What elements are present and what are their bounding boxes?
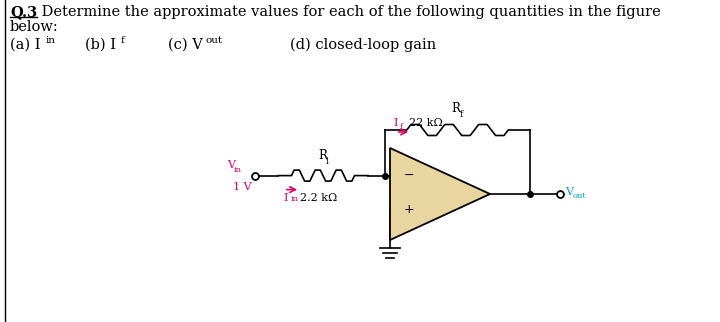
Text: in: in: [234, 166, 242, 174]
Text: f: f: [121, 36, 125, 45]
Text: I: I: [283, 193, 287, 203]
Text: f: f: [400, 123, 403, 131]
Polygon shape: [390, 148, 490, 240]
Text: R: R: [318, 148, 327, 162]
Text: out: out: [573, 192, 587, 200]
Text: +: +: [404, 203, 415, 216]
Text: 2.2 kΩ: 2.2 kΩ: [300, 193, 337, 203]
Text: (c) V: (c) V: [168, 38, 203, 52]
Text: out: out: [206, 36, 223, 45]
Text: (b) I: (b) I: [85, 38, 116, 52]
Text: below:: below:: [10, 20, 59, 34]
Text: Q.3: Q.3: [10, 5, 37, 19]
Text: R: R: [451, 102, 460, 115]
Text: in: in: [46, 36, 56, 45]
Text: I: I: [393, 118, 397, 128]
Text: −: −: [404, 169, 415, 182]
Text: f: f: [459, 110, 463, 119]
Text: i: i: [326, 156, 329, 166]
Text: (a) I: (a) I: [10, 38, 40, 52]
Text: V: V: [565, 187, 573, 197]
Text: 22 kΩ: 22 kΩ: [409, 118, 443, 128]
Text: in: in: [291, 194, 299, 203]
Text: Determine the approximate values for each of the following quantities in the fig: Determine the approximate values for eac…: [37, 5, 661, 19]
Text: 1 V: 1 V: [233, 182, 251, 192]
Text: (d) closed-loop gain: (d) closed-loop gain: [290, 38, 436, 52]
Text: V: V: [227, 160, 235, 170]
